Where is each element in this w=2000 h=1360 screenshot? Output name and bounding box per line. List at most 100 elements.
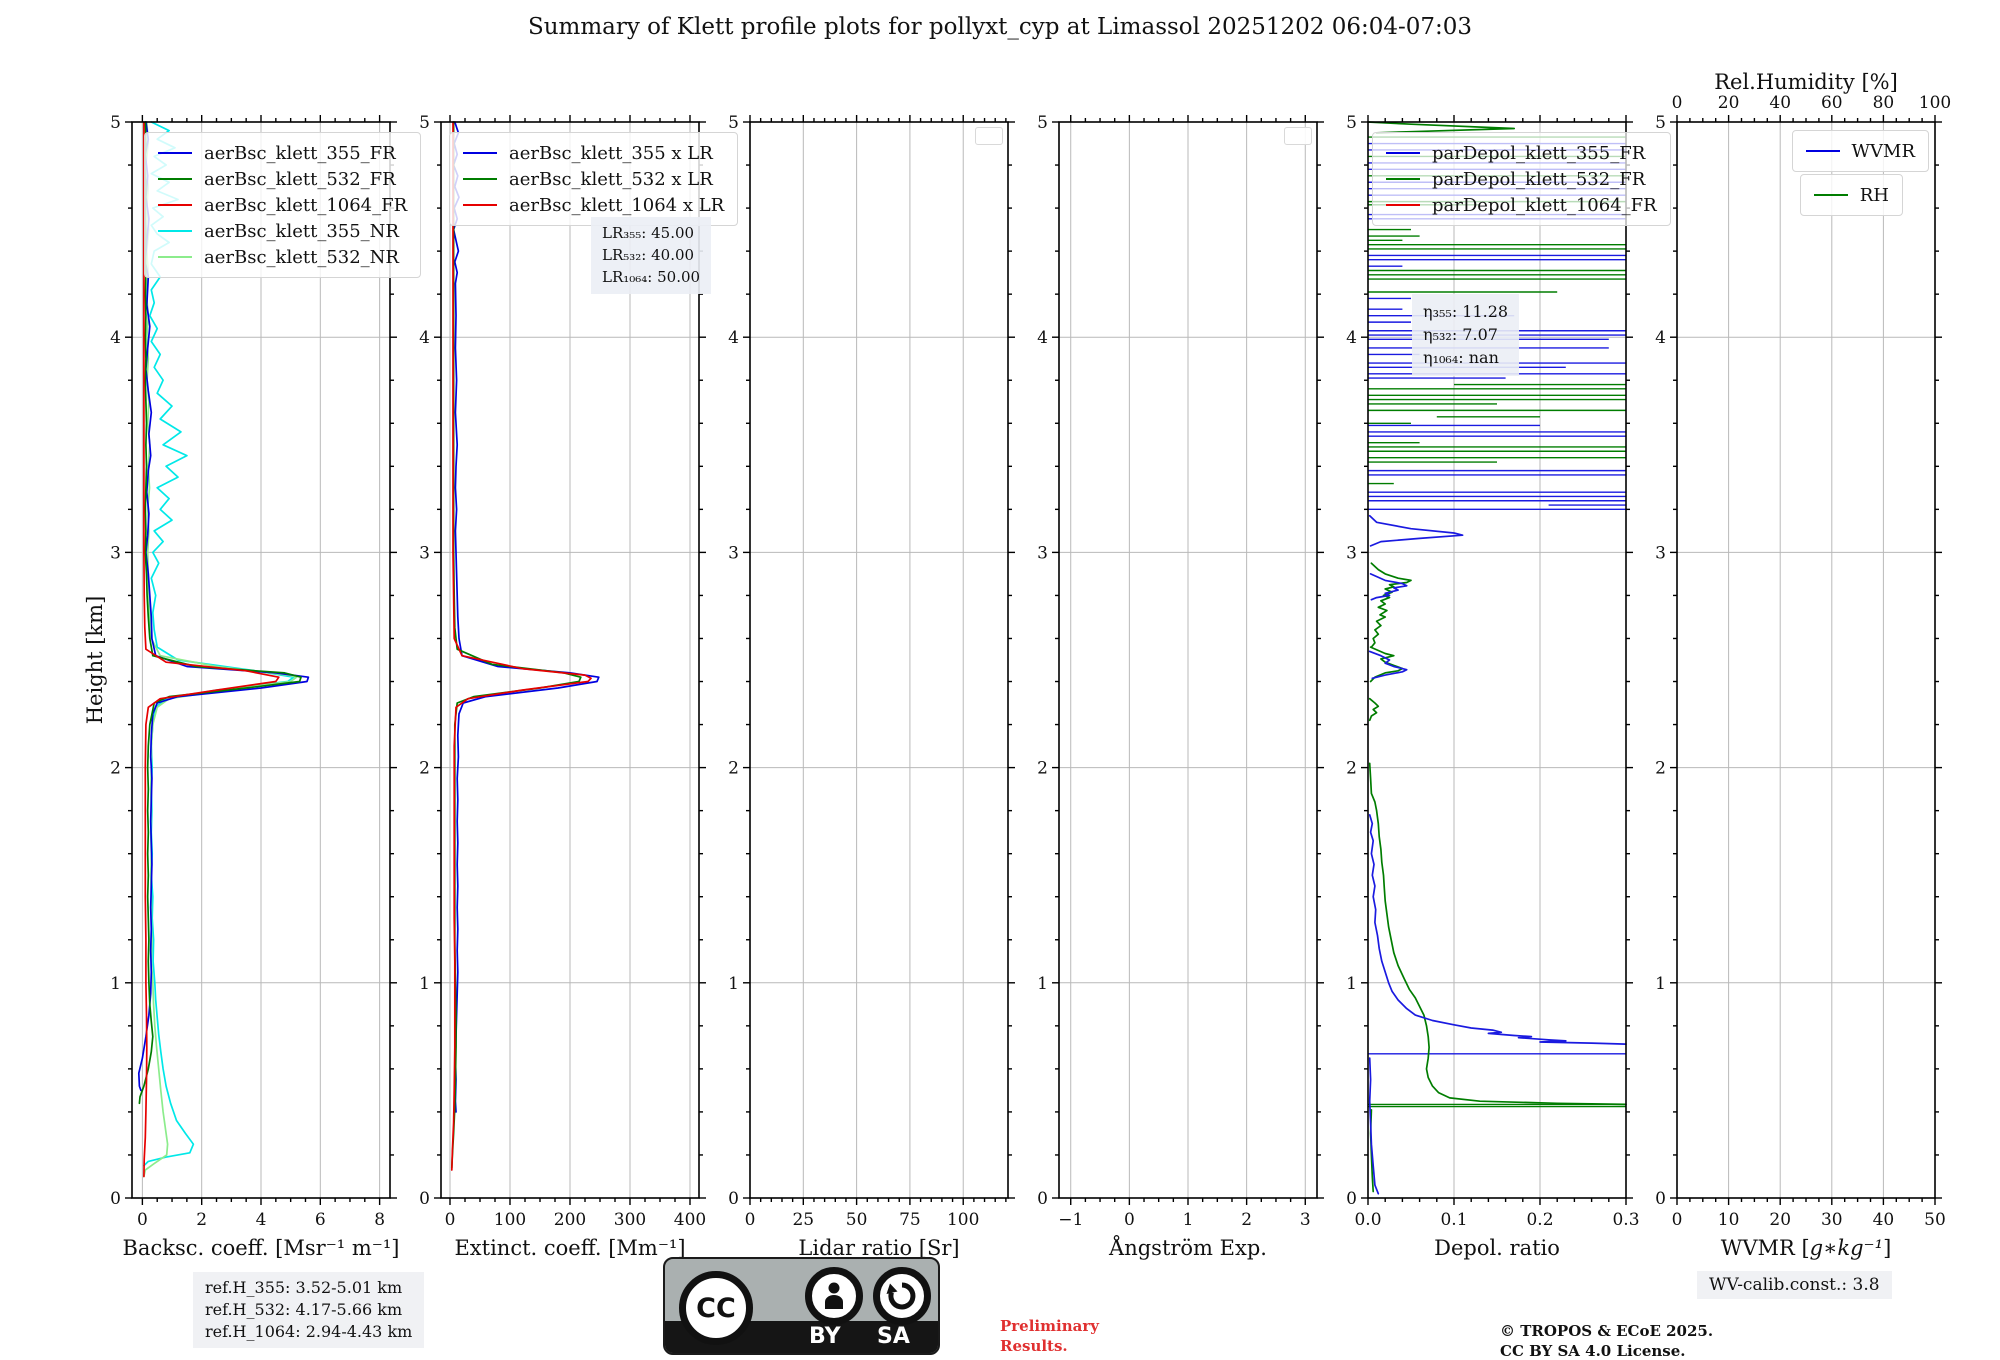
legend-item: aerBsc_klett_532_NR xyxy=(158,244,407,270)
cc-text: CC xyxy=(696,1292,736,1324)
legend-item: aerBsc_klett_355 x LR xyxy=(463,140,724,166)
lr-355-value: LR₃₅₅: 45.00 xyxy=(602,224,695,242)
svg-text:75: 75 xyxy=(899,1210,921,1230)
legend-line-swatch xyxy=(1386,177,1420,181)
x-axis-label-backscatter: Backsc. coeff. [Msr⁻¹ m⁻¹] xyxy=(122,1236,400,1260)
legend-label: aerBsc_klett_532_FR xyxy=(204,168,396,190)
svg-text:40: 40 xyxy=(1769,93,1791,113)
panel-extinction: 0 100 200 300 400 0 1 2 3 4 5 aerBsc_klett_355 x L… xyxy=(419,113,739,1260)
svg-text:1: 1 xyxy=(1346,974,1357,994)
legend-item: aerBsc_klett_355_FR xyxy=(158,140,407,166)
refh-1064: ref.H_1064: 2.94-4.43 km xyxy=(205,1322,413,1342)
svg-text:4: 4 xyxy=(256,1210,267,1230)
svg-text:2: 2 xyxy=(110,759,121,779)
svg-text:4: 4 xyxy=(1346,328,1357,348)
svg-text:0: 0 xyxy=(1672,1210,1683,1230)
legend-label: WVMR xyxy=(1851,140,1915,162)
wvmr-label-prefix: WVMR [ xyxy=(1720,1236,1810,1260)
eta-355-value: η₃₅₅: 11.28 xyxy=(1423,302,1509,321)
lidar-ratio-annotation-box: LR₃₅₅: 45.00 LR₅₃₂: 40.00 LR₁₀₆₄: 50.00 xyxy=(591,217,712,295)
svg-text:3: 3 xyxy=(110,543,121,563)
legend-item: aerBsc_klett_1064 x LR xyxy=(463,192,724,218)
svg-text:−1: −1 xyxy=(1058,1210,1083,1230)
svg-text:5: 5 xyxy=(1655,113,1666,133)
legend-item: parDepol_klett_355_FR xyxy=(1386,140,1657,166)
svg-text:0: 0 xyxy=(110,1189,121,1209)
svg-text:5: 5 xyxy=(1346,113,1357,133)
copyright-line1: © TROPOS & ECoE 2025. xyxy=(1500,1322,1714,1340)
legend-item: aerBsc_klett_355_NR xyxy=(158,218,407,244)
reference-height-box: ref.H_355: 3.52-5.01 km ref.H_532: 4.17-… xyxy=(193,1272,425,1349)
svg-text:4: 4 xyxy=(1037,328,1048,348)
depol-plot: 0.0 0.1 0.2 0.3 0 1 2 3 4 5 xyxy=(1346,113,1639,1230)
svg-text:0: 0 xyxy=(728,1189,739,1209)
svg-text:30: 30 xyxy=(1821,1210,1843,1230)
svg-text:20: 20 xyxy=(1769,1210,1791,1230)
y-axis-label: Height [km] xyxy=(83,595,107,725)
svg-text:100: 100 xyxy=(947,1210,979,1230)
svg-text:3: 3 xyxy=(1037,543,1048,563)
svg-text:5: 5 xyxy=(728,113,739,133)
svg-text:4: 4 xyxy=(1655,328,1666,348)
empty-legend-box xyxy=(975,127,1003,145)
legend-item: aerBsc_klett_532_FR xyxy=(158,166,407,192)
lr-1064-value: LR₁₀₆₄: 50.00 xyxy=(602,267,701,286)
legend-line-swatch xyxy=(1813,193,1848,197)
svg-text:5: 5 xyxy=(419,113,430,133)
svg-text:0.0: 0.0 xyxy=(1354,1210,1381,1230)
svg-text:300: 300 xyxy=(614,1210,646,1230)
svg-text:2: 2 xyxy=(196,1210,207,1230)
wvmr-plot: 0 10 20 30 40 50 0 20 40 60 80 100 0 1 2 3 4 5 xyxy=(1655,93,1951,1230)
wv-calibration-box: WV-calib.const.: 3.8 xyxy=(1697,1271,1892,1299)
lr-532-value: LR₅₃₂: 40.00 xyxy=(602,245,695,264)
svg-text:1: 1 xyxy=(1037,974,1048,994)
svg-text:0: 0 xyxy=(419,1189,430,1209)
legend-label: RH xyxy=(1859,184,1889,206)
svg-text:3: 3 xyxy=(728,543,739,563)
panel-depol: 0.0 0.1 0.2 0.3 0 1 2 3 4 5 parDepol_klett_355_FR… xyxy=(1346,113,1671,1260)
badge-sa-label: SA xyxy=(877,1324,910,1349)
svg-text:100: 100 xyxy=(1919,93,1951,113)
x-axis-label-lidar-ratio: Lidar ratio [Sr] xyxy=(798,1236,960,1260)
share-alike-icon xyxy=(873,1267,931,1325)
legend-label: aerBsc_klett_532_NR xyxy=(204,246,399,268)
legend-label: parDepol_klett_355_FR xyxy=(1432,142,1646,164)
refh-355: ref.H_355: 3.52-5.01 km xyxy=(205,1278,403,1297)
legend-line-swatch xyxy=(158,229,192,233)
svg-text:2: 2 xyxy=(419,759,430,779)
extinction-plot: 0 100 200 300 400 0 1 2 3 4 5 xyxy=(419,113,706,1230)
person-glyph xyxy=(825,1282,843,1309)
svg-text:25: 25 xyxy=(792,1210,814,1230)
legend-extinction: aerBsc_klett_355 x LR aerBsc_klett_532 x… xyxy=(449,132,739,226)
svg-text:5: 5 xyxy=(1037,113,1048,133)
eta-annotation-box: η₃₅₅: 11.28 η₅₃₂: 7.07 η₁₀₆₄: nan xyxy=(1412,294,1520,376)
legend-label: parDepol_klett_1064_FR xyxy=(1432,194,1657,216)
x-axis-label-angstrom: Ångström Exp. xyxy=(1109,1236,1267,1260)
legend-item: RH xyxy=(1813,182,1889,208)
legend-line-swatch xyxy=(1386,151,1420,155)
legend-line-swatch xyxy=(158,255,192,259)
svg-text:0.3: 0.3 xyxy=(1612,1210,1639,1230)
svg-text:100: 100 xyxy=(494,1210,526,1230)
svg-text:10: 10 xyxy=(1718,1210,1740,1230)
refh-532: ref.H_532: 4.17-5.66 km xyxy=(205,1300,403,1320)
svg-text:40: 40 xyxy=(1873,1210,1895,1230)
cc-logo-icon: CC xyxy=(679,1271,753,1345)
legend-line-swatch xyxy=(463,177,497,181)
figure-title: Summary of Klett profile plots for polly… xyxy=(527,14,1473,40)
lidar-ratio-plot: 0 25 50 75 100 0 1 2 3 4 5 xyxy=(728,113,1015,1230)
legend-item: aerBsc_klett_532 x LR xyxy=(463,166,724,192)
svg-text:2: 2 xyxy=(1241,1210,1252,1230)
svg-text:8: 8 xyxy=(374,1210,385,1230)
svg-text:0: 0 xyxy=(445,1210,456,1230)
svg-text:3: 3 xyxy=(1655,543,1666,563)
legend-label: aerBsc_klett_355_NR xyxy=(204,220,399,242)
empty-legend-box xyxy=(1284,127,1312,145)
legend-label: aerBsc_klett_1064 x LR xyxy=(509,194,725,216)
svg-text:1: 1 xyxy=(1183,1210,1194,1230)
legend-backscatter: aerBsc_klett_355_FR aerBsc_klett_532_FR … xyxy=(144,132,422,278)
copyright-note: © TROPOS & ECoE 2025. CC BY SA 4.0 Licen… xyxy=(1500,1322,1713,1360)
panel-backscatter: 0 2 4 6 8 0 1 2 3 4 5 aerBsc_klett_355_FR aerBsc_k… xyxy=(110,113,422,1260)
legend-label: aerBsc_klett_355_FR xyxy=(204,142,396,164)
